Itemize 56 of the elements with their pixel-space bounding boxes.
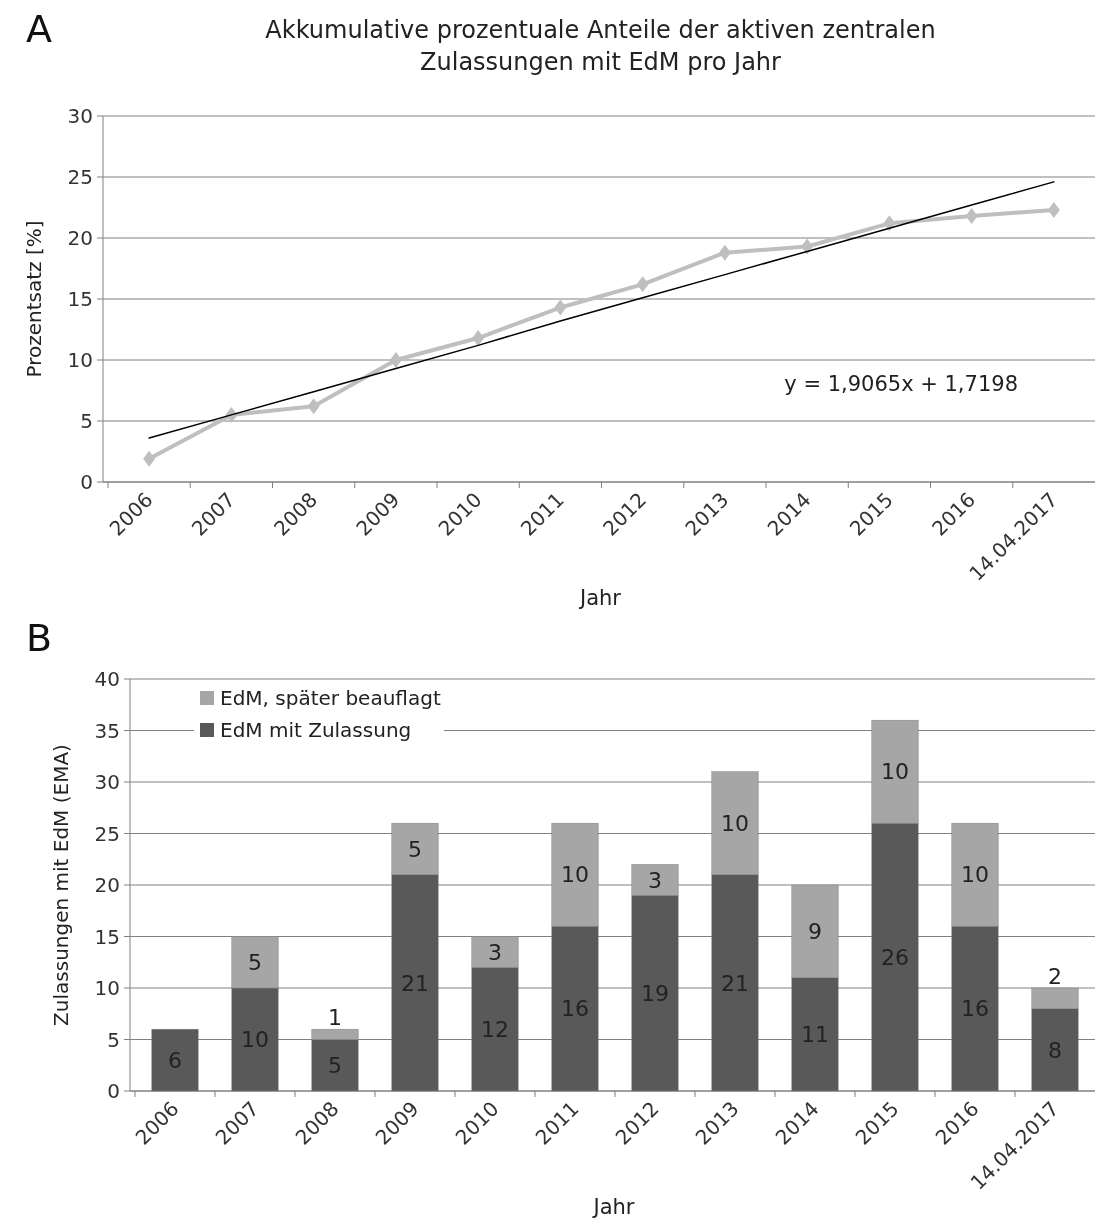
data-label: 1 [328, 1005, 342, 1031]
y-tick-label: 5 [107, 1027, 120, 1052]
y-axis-title: Prozentsatz [%] [22, 220, 46, 378]
y-tick-label: 0 [107, 1079, 120, 1103]
data-label: 5 [328, 1052, 342, 1078]
point [636, 276, 649, 293]
y-tick-label: 40 [94, 667, 120, 691]
data-label: 21 [721, 970, 749, 996]
y-tick-label: 20 [94, 873, 120, 897]
y-axis-title: Zulassungen mit EdM (EMA) [49, 744, 73, 1026]
legend-label: EdM, später beauflagt [220, 686, 441, 710]
data-label: 12 [481, 1016, 509, 1042]
text: B [26, 616, 53, 661]
text: A [26, 7, 52, 52]
data-label: 10 [561, 862, 589, 888]
data-label: 5 [408, 836, 422, 862]
data-label: 10 [881, 759, 909, 785]
data-label: 3 [488, 939, 502, 965]
data-label: 8 [1048, 1037, 1062, 1063]
y-tick-label: 25 [94, 821, 120, 846]
chart-title: Akkumulative prozentuale Anteile der aktiven zentralen Zulassungen mit EdM pro Jahr [265, 16, 936, 76]
data-label: 9 [808, 919, 822, 945]
y-tick-label: 15 [94, 924, 120, 949]
y-tick-label: 10 [94, 976, 120, 1000]
point [965, 208, 978, 225]
y-tick-label: 20 [67, 226, 93, 250]
y-tick-label: 5 [80, 409, 93, 433]
point [307, 398, 320, 415]
point [143, 450, 156, 467]
point [1047, 201, 1060, 218]
point [389, 352, 402, 368]
point [554, 299, 567, 316]
data-label: 2 [1048, 964, 1062, 989]
line-series [148, 181, 1055, 439]
point [801, 238, 814, 255]
data-label: 10 [961, 862, 989, 888]
point [718, 244, 731, 261]
x-axis-title: Jahr [577, 586, 622, 610]
y-tick-label: 30 [94, 770, 120, 794]
y-tick-label: 15 [67, 287, 93, 311]
annotation: y = 1,9065x + 1,7198 [784, 371, 1018, 396]
data-label: 10 [721, 810, 749, 836]
data-label: 10 [241, 1027, 269, 1053]
legend-label: EdM mit Zulassung [220, 718, 412, 742]
data-label: 3 [648, 867, 662, 893]
data-label: 21 [401, 970, 429, 996]
point [883, 215, 896, 232]
data-label: 26 [881, 944, 909, 970]
point [472, 330, 485, 347]
x-axis-title: Jahr [591, 1195, 635, 1218]
y-tick-label: 35 [94, 718, 120, 743]
y-tick-label: 0 [80, 470, 93, 494]
y-tick-label: 10 [67, 348, 93, 372]
y-tick-label: 25 [67, 165, 93, 189]
y-tick-label: 30 [67, 104, 93, 128]
data-label: 5 [248, 949, 262, 975]
